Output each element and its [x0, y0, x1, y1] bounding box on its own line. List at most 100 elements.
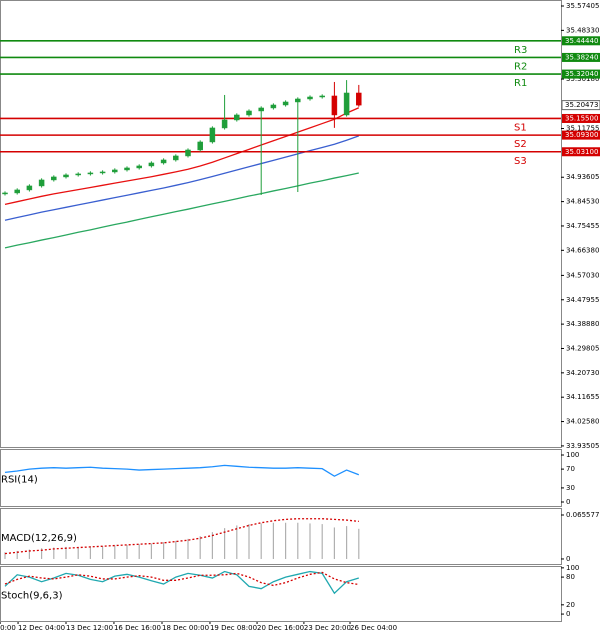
x-tick-label: 12 Dec 04:00 — [18, 624, 65, 632]
candle-body — [14, 189, 20, 194]
panel-frame — [0, 508, 562, 565]
y-tick-label: 80 — [566, 573, 575, 581]
level-label: 35.03100 — [565, 148, 598, 156]
y-tick-label: 34.84530 — [566, 198, 599, 206]
candle-body — [246, 110, 252, 116]
indicator-line — [4, 571, 359, 587]
level-name: S3 — [514, 156, 527, 167]
candle-body — [185, 149, 191, 157]
panel-frame — [0, 566, 562, 622]
y-tick-label: 35.11755 — [566, 125, 599, 133]
candle-body — [99, 171, 106, 174]
candle-body — [51, 176, 57, 181]
y-tick-label: 34.75455 — [566, 222, 599, 230]
candle-body — [356, 92, 362, 106]
candle-body — [63, 174, 69, 178]
level-label: 35.38240 — [565, 53, 598, 61]
x-tick-label: 16 Dec 16:00 — [114, 624, 161, 632]
x-tick-label: 23 Dec 20:00 — [304, 624, 351, 632]
level-label: 35.44440 — [565, 37, 598, 45]
level-name: R2 — [514, 61, 527, 72]
candle-body — [258, 107, 264, 112]
level-box — [562, 130, 600, 140]
x-tick-label: 18 Dec 00:00 — [162, 624, 209, 632]
level-name: R1 — [514, 78, 527, 89]
y-tick-label: 100 — [566, 564, 579, 572]
candle-body — [319, 95, 325, 98]
candle-body — [173, 155, 179, 161]
x-tick-label: 0:00 — [0, 624, 16, 632]
last-price-box — [561, 100, 600, 111]
candle-body — [221, 119, 228, 129]
candle-body — [2, 192, 8, 195]
last-price-label: 35.20473 — [565, 101, 598, 109]
y-tick-label: 30 — [566, 484, 575, 492]
y-tick-label: 20 — [566, 601, 575, 609]
panel-title: Stoch(9,6,3) — [1, 591, 63, 602]
y-tick-label: 100 — [566, 451, 579, 459]
y-tick-label: 34.93605 — [566, 173, 599, 181]
x-tick-label: 19 Dec 08:00 — [210, 624, 257, 632]
level-box — [562, 147, 600, 157]
y-tick-label: 33.93505 — [566, 442, 599, 450]
candle-body — [295, 98, 301, 103]
candle-body — [38, 179, 45, 187]
candle-body — [112, 169, 118, 173]
candle-body — [26, 185, 33, 191]
y-tick-label: 0 — [566, 555, 570, 563]
candle-body — [331, 95, 338, 116]
candle-body — [160, 159, 167, 164]
candle-body — [136, 165, 142, 169]
panel-frame — [0, 0, 562, 448]
candle-body — [124, 167, 130, 171]
x-tick-label: 13 Dec 12:00 — [66, 624, 113, 632]
y-tick-label: 0.065577 — [566, 511, 599, 519]
candle-body — [148, 162, 155, 167]
y-tick-label: 35.30180 — [566, 75, 599, 83]
level-label: 35.32040 — [565, 70, 598, 78]
y-tick-label: 70 — [566, 465, 575, 473]
candle-body — [209, 127, 216, 143]
y-tick-label: 34.20730 — [566, 369, 599, 377]
y-tick-label: 34.38880 — [566, 320, 599, 328]
y-tick-label: 35.57405 — [566, 2, 599, 10]
candle-body — [343, 92, 350, 116]
candle-body — [282, 101, 289, 106]
level-name: S1 — [514, 122, 527, 133]
level-box — [562, 52, 600, 62]
x-tick-label: 26 Dec 04:00 — [350, 624, 397, 632]
level-name: R3 — [514, 45, 527, 56]
candle-body — [75, 173, 81, 176]
candle-body — [87, 172, 94, 175]
y-tick-label: 34.66380 — [566, 246, 599, 254]
level-label: 35.15500 — [565, 114, 598, 122]
y-tick-label: 0 — [566, 610, 570, 618]
y-tick-label: 35.48330 — [566, 26, 599, 34]
level-box — [562, 36, 600, 46]
level-label: 35.09300 — [565, 131, 598, 139]
panel-frame — [0, 449, 562, 507]
level-box — [562, 113, 600, 123]
moving-average — [4, 172, 359, 249]
level-name: S2 — [514, 139, 527, 150]
panel-title: MACD(12,26,9) — [1, 533, 77, 544]
moving-average — [4, 135, 360, 221]
y-tick-label: 34.47955 — [566, 296, 599, 304]
x-tick-label: 20 Dec 16:00 — [257, 624, 304, 632]
candle-body — [270, 104, 277, 109]
candle-body — [307, 96, 313, 100]
y-tick-label: 34.57030 — [566, 271, 599, 279]
level-box — [562, 69, 600, 79]
indicator-line — [4, 570, 359, 595]
candle-body — [234, 114, 240, 121]
indicator-line — [4, 464, 360, 477]
moving-average — [4, 107, 360, 205]
panel-title: RSI(14) — [1, 475, 38, 486]
y-tick-label: 0 — [566, 498, 570, 506]
y-tick-label: 34.29805 — [566, 344, 599, 352]
candle-body — [197, 141, 203, 151]
y-tick-label: 34.02580 — [566, 418, 599, 426]
signal-line — [4, 518, 359, 555]
